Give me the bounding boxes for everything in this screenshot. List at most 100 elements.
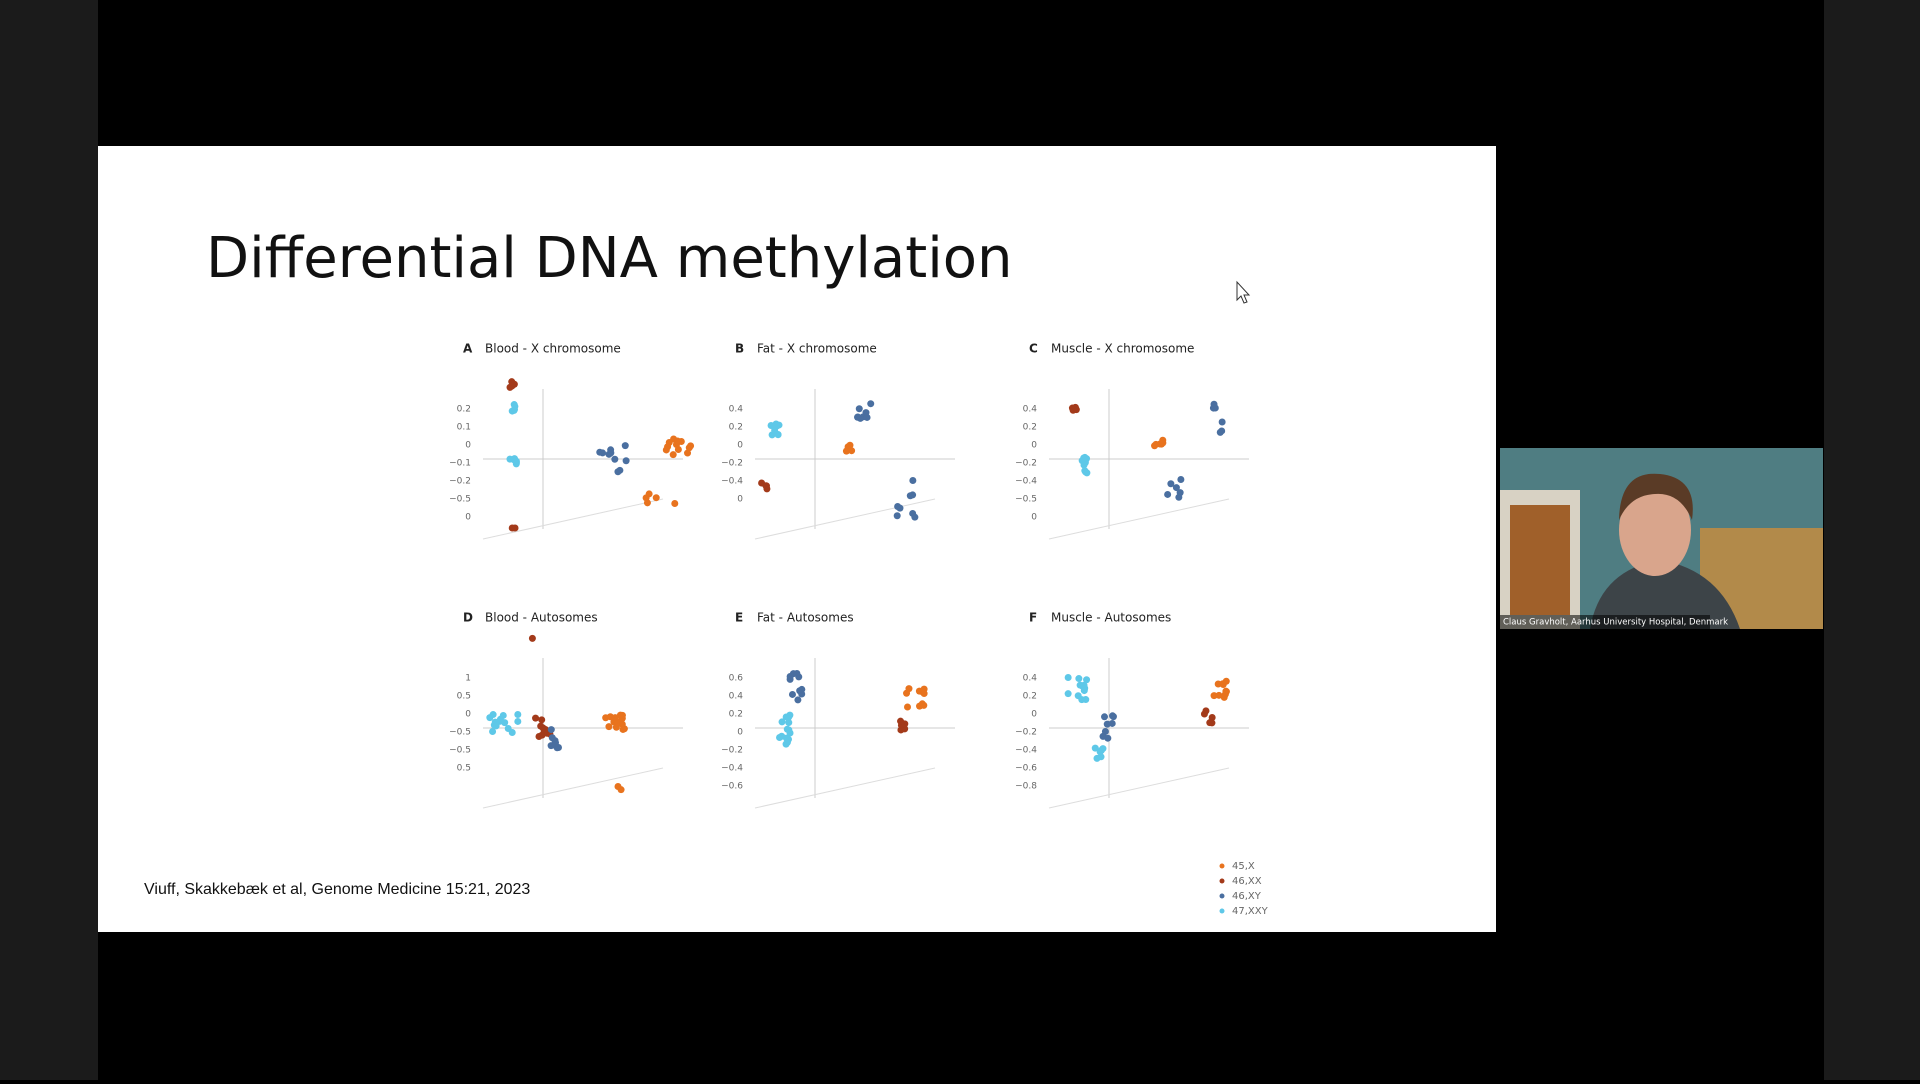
- tick-label: −0.5: [449, 728, 471, 738]
- point: [1082, 468, 1090, 476]
- tick-label: 0.4: [1023, 674, 1038, 684]
- point: [911, 513, 919, 521]
- tick-label: 0: [737, 441, 743, 451]
- point: [645, 490, 653, 498]
- point: [798, 685, 806, 693]
- tick-label: −0.2: [1015, 459, 1037, 469]
- point: [785, 719, 793, 727]
- point: [1215, 691, 1223, 699]
- point: [920, 701, 928, 709]
- point: [514, 711, 522, 719]
- point: [684, 449, 692, 457]
- point: [508, 382, 516, 390]
- point: [1211, 404, 1219, 412]
- legend-dot: [1219, 893, 1225, 899]
- point: [785, 735, 793, 743]
- person-body: [1590, 560, 1740, 629]
- point: [1109, 712, 1117, 720]
- point: [514, 717, 522, 725]
- tick-label: 0.5: [457, 764, 471, 774]
- person-hair: [1619, 473, 1693, 520]
- point: [767, 421, 775, 429]
- point: [687, 442, 695, 450]
- tick-label: −0.2: [449, 477, 471, 487]
- point: [512, 460, 520, 468]
- point: [1222, 677, 1230, 685]
- point: [1151, 442, 1159, 450]
- point: [611, 714, 619, 722]
- point: [622, 457, 630, 465]
- panel-letter: F: [1029, 611, 1037, 625]
- point: [1176, 489, 1184, 497]
- tick-label: 0: [1031, 513, 1037, 523]
- point: [528, 634, 536, 642]
- point: [897, 717, 905, 725]
- point: [1064, 673, 1072, 681]
- point: [511, 524, 519, 532]
- point: [1076, 681, 1084, 689]
- legend-dot: [1219, 908, 1225, 914]
- point: [788, 690, 796, 698]
- point: [547, 726, 555, 734]
- point: [846, 441, 854, 449]
- point: [489, 711, 497, 719]
- panel-letter: C: [1029, 342, 1038, 356]
- point: [669, 451, 677, 459]
- point: [786, 673, 794, 681]
- point: [605, 450, 613, 458]
- point: [552, 739, 560, 747]
- point: [1206, 719, 1214, 727]
- tick-label: 0: [465, 441, 471, 451]
- point: [532, 714, 540, 722]
- point: [510, 401, 518, 409]
- point: [1164, 490, 1172, 498]
- point: [763, 482, 771, 490]
- tick-label: 0.4: [1023, 405, 1038, 415]
- point: [794, 696, 802, 704]
- point: [496, 715, 504, 723]
- axis: [1048, 767, 1230, 809]
- point: [540, 728, 548, 736]
- point: [909, 476, 917, 484]
- panel-title: Fat - Autosomes: [757, 611, 854, 625]
- panel-letter: B: [735, 342, 744, 356]
- axis: [482, 498, 664, 540]
- point: [862, 409, 870, 417]
- tick-label: −0.6: [721, 782, 743, 792]
- point: [489, 728, 497, 736]
- tick-label: −0.4: [1015, 477, 1037, 487]
- tick-label: 0.2: [1023, 423, 1037, 433]
- point: [856, 414, 864, 422]
- tick-label: −0.8: [1015, 782, 1037, 792]
- slide-title: Differential DNA methylation: [206, 226, 1013, 291]
- tick-label: −0.4: [1015, 746, 1037, 756]
- point: [492, 722, 500, 730]
- tick-label: −0.4: [721, 764, 743, 774]
- caption-bg: [1500, 615, 1710, 629]
- point: [773, 422, 781, 430]
- panel-title: Muscle - Autosomes: [1051, 611, 1171, 625]
- axis: [1048, 498, 1230, 540]
- point: [855, 405, 863, 413]
- point: [897, 726, 905, 734]
- point: [795, 673, 803, 681]
- point: [1071, 403, 1079, 411]
- tick-label: 0: [737, 495, 743, 505]
- point: [1083, 676, 1091, 684]
- point: [920, 690, 928, 698]
- point: [774, 431, 782, 439]
- tick-label: −0.2: [1015, 728, 1037, 738]
- citation: Viuff, Skakkebæk et al, Genome Medicine …: [144, 881, 530, 898]
- tick-label: 0.2: [457, 405, 471, 415]
- point: [1222, 687, 1230, 695]
- panel-title: Blood - X chromosome: [485, 342, 621, 356]
- point: [909, 491, 917, 499]
- point: [538, 716, 546, 724]
- point: [614, 468, 622, 476]
- point: [785, 713, 793, 721]
- point: [778, 718, 786, 726]
- point: [548, 734, 556, 742]
- point: [1091, 744, 1099, 752]
- point: [867, 400, 875, 408]
